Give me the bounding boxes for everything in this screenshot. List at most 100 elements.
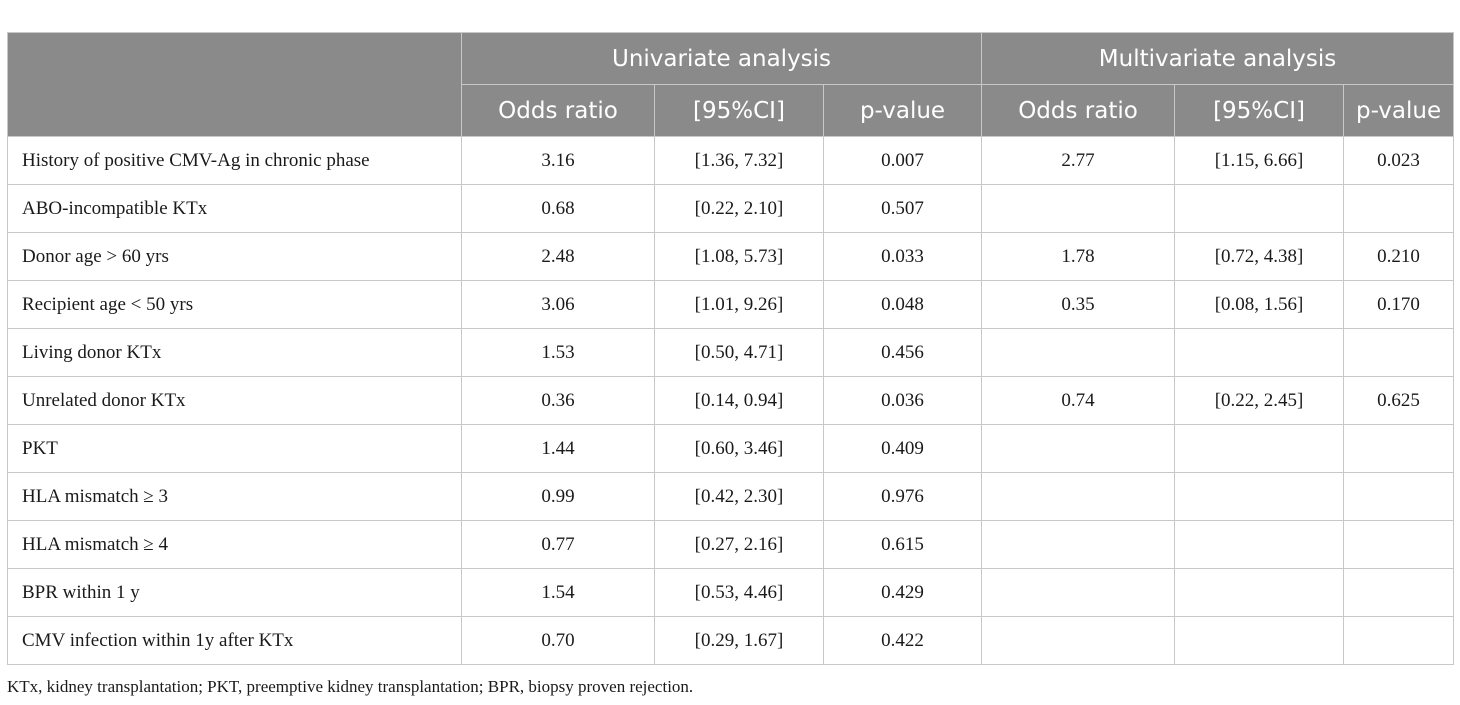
cell-m-p-value	[1343, 472, 1455, 521]
cell-m-ci: [0.08, 1.56]	[1174, 280, 1345, 329]
table-row: CMV infection within 1y after KTx 0.70 [0.…	[7, 616, 1455, 665]
row-label: Living donor KTx	[7, 328, 462, 377]
row-label: Unrelated donor KTx	[7, 376, 462, 425]
header-col-u-or: Odds ratio	[461, 84, 655, 137]
cell-u-p-value: 0.422	[822, 616, 983, 665]
header-row-groups: Univariate analysis Multivariate analysi…	[7, 32, 1455, 137]
table-row: Unrelated donor KTx 0.36 [0.14, 0.94] 0.036…	[7, 376, 1455, 425]
table-body: History of positive CMV-Ag in chronic ph…	[7, 136, 1455, 665]
cell-u-p-value: 0.409	[822, 424, 983, 473]
header-col-m-or: Odds ratio	[981, 84, 1176, 137]
header-row-columns: Odds ratio [95%CI] p-value Odds ratio [9…	[8, 84, 1455, 137]
odds-ratio-table: Univariate analysis Multivariate analysi…	[7, 32, 1455, 665]
table-footnote: KTx, kidney transplantation; PKT, preemp…	[7, 677, 694, 696]
cell-u-p-value: 0.456	[822, 328, 983, 377]
row-label: HLA mismatch ≥ 3	[7, 472, 462, 521]
table-row: Donor age > 60 yrs 2.48 [1.08, 5.73] 0.033 1…	[7, 232, 1455, 281]
cell-u-p-value: 0.615	[822, 520, 983, 569]
row-label: HLA mismatch ≥ 4	[7, 520, 462, 569]
cell-m-odds-ratio	[981, 472, 1176, 521]
cell-m-p-value: 0.210	[1343, 232, 1455, 281]
table-row: Living donor KTx 1.53 [0.50, 4.71] 0.456	[7, 328, 1455, 377]
header-col-u-p: p-value	[822, 84, 983, 137]
cell-u-p-value: 0.007	[822, 136, 983, 185]
cell-u-ci: [0.60, 3.46]	[654, 424, 824, 473]
cell-m-odds-ratio: 0.74	[981, 376, 1176, 425]
cell-m-ci	[1174, 520, 1345, 569]
row-label: BPR within 1 y	[7, 568, 462, 617]
cell-m-p-value	[1343, 520, 1455, 569]
cell-m-p-value: 0.625	[1343, 376, 1455, 425]
cell-m-ci	[1174, 568, 1345, 617]
cell-u-ci: [1.36, 7.32]	[654, 136, 824, 185]
cell-u-odds-ratio: 3.16	[461, 136, 655, 185]
table-row: Recipient age < 50 yrs 3.06 [1.01, 9.26] 0.…	[7, 280, 1455, 329]
cell-u-ci: [0.14, 0.94]	[654, 376, 824, 425]
cell-u-p-value: 0.048	[822, 280, 983, 329]
cell-m-odds-ratio	[981, 568, 1176, 617]
header-multivariate: Multivariate analysis	[981, 32, 1455, 85]
cell-u-p-value: 0.976	[822, 472, 983, 521]
cell-m-odds-ratio	[981, 328, 1176, 377]
cell-m-p-value	[1343, 328, 1455, 377]
cell-m-ci	[1174, 616, 1345, 665]
cell-m-p-value	[1343, 616, 1455, 665]
table-row: HLA mismatch ≥ 3 0.99 [0.42, 2.30] 0.976	[7, 472, 1455, 521]
header-empty-cell	[7, 32, 462, 137]
cell-m-odds-ratio	[981, 520, 1176, 569]
cell-m-p-value	[1343, 424, 1455, 473]
cell-u-ci: [1.01, 9.26]	[654, 280, 824, 329]
table-row: HLA mismatch ≥ 4 0.77 [0.27, 2.16] 0.615	[7, 520, 1455, 569]
cell-m-odds-ratio: 2.77	[981, 136, 1176, 185]
cell-m-odds-ratio: 0.35	[981, 280, 1176, 329]
cell-u-p-value: 0.507	[822, 184, 983, 233]
cell-m-p-value: 0.023	[1343, 136, 1455, 185]
cell-u-ci: [0.42, 2.30]	[654, 472, 824, 521]
cell-m-odds-ratio	[981, 184, 1176, 233]
cell-m-p-value: 0.170	[1343, 280, 1455, 329]
cell-u-odds-ratio: 1.54	[461, 568, 655, 617]
row-label: History of positive CMV-Ag in chronic ph…	[7, 136, 462, 185]
results-table-container: Univariate analysis Multivariate analysi…	[7, 32, 1455, 665]
header-col-m-p: p-value	[1343, 84, 1455, 137]
cell-u-ci: [1.08, 5.73]	[654, 232, 824, 281]
header-univariate: Univariate analysis	[460, 32, 983, 85]
row-label: PKT	[7, 424, 462, 473]
cell-u-ci: [0.53, 4.46]	[654, 568, 824, 617]
table-row: BPR within 1 y 1.54 [0.53, 4.46] 0.429	[7, 568, 1455, 617]
cell-u-odds-ratio: 0.99	[461, 472, 655, 521]
cell-u-ci: [0.27, 2.16]	[654, 520, 824, 569]
cell-m-p-value	[1343, 184, 1455, 233]
cell-u-ci: [0.29, 1.67]	[654, 616, 824, 665]
table-row: History of positive CMV-Ag in chronic ph…	[7, 136, 1455, 185]
cell-u-odds-ratio: 1.44	[461, 424, 655, 473]
cell-m-ci: [1.15, 6.66]	[1174, 136, 1345, 185]
cell-m-ci: [0.72, 4.38]	[1174, 232, 1345, 281]
cell-m-ci	[1174, 424, 1345, 473]
cell-m-odds-ratio	[981, 616, 1176, 665]
cell-u-odds-ratio: 0.70	[461, 616, 655, 665]
cell-m-p-value	[1343, 568, 1455, 617]
cell-u-p-value: 0.036	[822, 376, 983, 425]
row-label: CMV infection within 1y after KTx	[7, 616, 462, 665]
cell-u-odds-ratio: 0.36	[461, 376, 655, 425]
cell-u-odds-ratio: 0.77	[461, 520, 655, 569]
row-label: Donor age > 60 yrs	[7, 232, 462, 281]
cell-u-p-value: 0.033	[822, 232, 983, 281]
cell-m-ci	[1174, 328, 1345, 377]
header-col-u-ci: [95%CI]	[654, 84, 824, 137]
cell-m-ci: [0.22, 2.45]	[1174, 376, 1345, 425]
table-row: ABO-incompatible KTx 0.68 [0.22, 2.10] 0.50…	[7, 184, 1455, 233]
table-row: PKT 1.44 [0.60, 3.46] 0.409	[7, 424, 1455, 473]
row-label: ABO-incompatible KTx	[7, 184, 462, 233]
cell-u-ci: [0.50, 4.71]	[654, 328, 824, 377]
cell-u-p-value: 0.429	[822, 568, 983, 617]
cell-m-odds-ratio	[981, 424, 1176, 473]
cell-u-odds-ratio: 3.06	[461, 280, 655, 329]
cell-m-ci	[1174, 184, 1345, 233]
cell-m-odds-ratio: 1.78	[981, 232, 1176, 281]
cell-m-ci	[1174, 472, 1345, 521]
header-col-m-ci: [95%CI]	[1174, 84, 1345, 137]
cell-u-odds-ratio: 1.53	[461, 328, 655, 377]
cell-u-odds-ratio: 2.48	[461, 232, 655, 281]
